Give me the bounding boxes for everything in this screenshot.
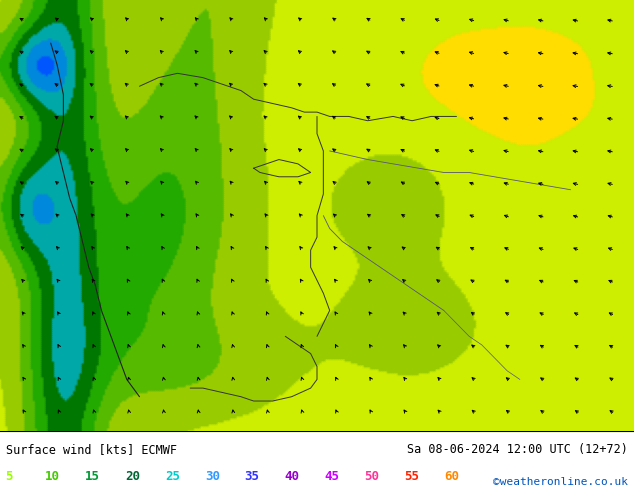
Text: 35: 35 — [245, 470, 260, 483]
Text: 30: 30 — [205, 470, 220, 483]
Text: 45: 45 — [325, 470, 340, 483]
Text: 55: 55 — [404, 470, 420, 483]
Text: Sa 08-06-2024 12:00 UTC (12+72): Sa 08-06-2024 12:00 UTC (12+72) — [407, 443, 628, 456]
Text: 60: 60 — [444, 470, 460, 483]
Text: 25: 25 — [165, 470, 180, 483]
Text: Surface wind [kts] ECMWF: Surface wind [kts] ECMWF — [6, 443, 178, 456]
Text: 50: 50 — [365, 470, 380, 483]
Text: 40: 40 — [285, 470, 300, 483]
Text: 10: 10 — [45, 470, 60, 483]
Text: 20: 20 — [125, 470, 140, 483]
Text: 5: 5 — [5, 470, 13, 483]
Text: 15: 15 — [85, 470, 100, 483]
Text: ©weatheronline.co.uk: ©weatheronline.co.uk — [493, 477, 628, 487]
